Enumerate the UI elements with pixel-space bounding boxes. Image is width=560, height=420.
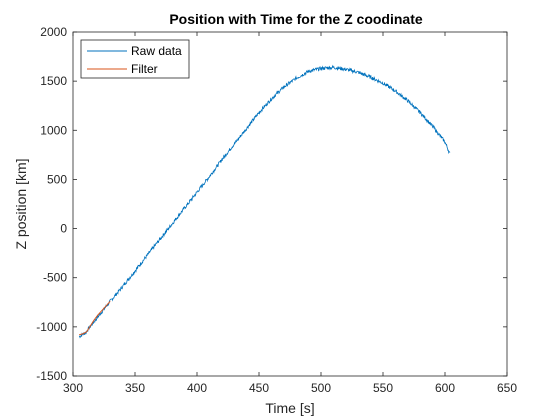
x-tick-label: 650	[497, 381, 517, 395]
x-tick-label: 500	[311, 381, 331, 395]
legend-box	[80, 39, 190, 79]
x-tick-label: 400	[187, 381, 207, 395]
x-axis-label: Time [s]	[265, 400, 314, 416]
y-axis-label: Z position [km]	[13, 158, 29, 249]
x-tick-label: 550	[373, 381, 393, 395]
y-tick-label: 500	[47, 172, 67, 186]
y-axis: -1500 -1000 -500 0 500 1000 1500 2000	[36, 25, 507, 383]
legend: Raw data Filter	[80, 39, 190, 79]
y-tick-label: -500	[43, 271, 67, 285]
y-tick-label: -1000	[36, 320, 67, 334]
x-tick-label: 300	[63, 381, 83, 395]
x-tick-label: 600	[435, 381, 455, 395]
plot-area	[73, 32, 507, 376]
y-tick-label: 0	[60, 222, 67, 236]
y-tick-label: 1000	[40, 123, 67, 137]
y-tick-label: 1500	[40, 74, 67, 88]
legend-label-filter: Filter	[131, 62, 158, 76]
plot-frame	[72, 31, 508, 377]
series-line-raw-data	[78, 64, 451, 339]
y-tick-label: 2000	[40, 25, 67, 39]
series-line-filter	[79, 300, 111, 336]
x-tick-label: 450	[249, 381, 269, 395]
x-axis: 300 350 400 450 500 550 600 650	[63, 32, 517, 395]
x-tick-label: 350	[125, 381, 145, 395]
series-layer	[78, 64, 451, 339]
chart-title: Position with Time for the Z coodinate	[169, 11, 423, 27]
y-tick-label: -1500	[36, 369, 67, 383]
legend-label-raw-data: Raw data	[131, 44, 182, 58]
